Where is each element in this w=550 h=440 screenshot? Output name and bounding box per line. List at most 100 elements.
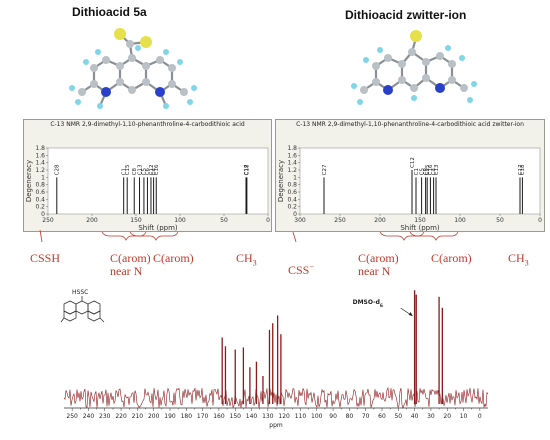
left-ytick-label: 0.4 xyxy=(35,196,45,203)
right-ytick-label: 0.8 xyxy=(287,182,297,189)
right-peak-label-C15: C15 xyxy=(425,164,431,175)
exp-xtick-label: 0 xyxy=(478,413,482,420)
cssh-pointer xyxy=(39,229,43,243)
exp-xtick-label: 140 xyxy=(246,413,258,420)
left-ytick-label: 1 xyxy=(41,174,45,181)
left-xtick-label: 50 xyxy=(220,217,228,224)
exp-xtick-label: 220 xyxy=(115,413,127,420)
left-peak-label-C28: C28 xyxy=(55,164,61,175)
right-peak-label-C5: C5 xyxy=(419,167,425,175)
label-near-n-text-2: near N xyxy=(358,264,391,278)
exp-xtick-label: 240 xyxy=(83,413,95,420)
left-peak-label-C6: C6 xyxy=(145,167,151,175)
label-ch3-right: CH3 xyxy=(508,252,529,269)
exp-xtick-label: 120 xyxy=(278,413,290,420)
right-molecule-image xyxy=(351,30,477,105)
exp-xtick-label: 180 xyxy=(181,413,193,420)
css-pointer xyxy=(292,231,297,243)
label-carom-text-1: C(arom) xyxy=(110,251,151,265)
left-peak-label-C5: C5 xyxy=(142,167,148,175)
left-peak-label-C8: C8 xyxy=(132,167,138,175)
left-xtick-label: 0 xyxy=(266,217,270,224)
right-xtick-label: 250 xyxy=(334,217,346,224)
left-peak-label-C4: C4 xyxy=(151,167,157,175)
right-ytick-label: 0.6 xyxy=(287,189,297,196)
exp-xaxis-title: ppm xyxy=(269,422,283,429)
exp-xtick-label: 60 xyxy=(378,413,386,420)
right-yaxis-title: Degeneracy xyxy=(277,160,285,202)
left-peak-label-C12: C12 xyxy=(149,164,155,175)
label-carom-left: C(arom) xyxy=(153,251,194,265)
structure-sketch: HSSC xyxy=(60,289,105,323)
right-molecule-atoms xyxy=(351,30,477,105)
exp-xtick-label: 210 xyxy=(132,413,144,420)
left-ytick-label: 0 xyxy=(41,211,45,218)
ch3-left-sub: 3 xyxy=(252,258,257,268)
left-peak-label-C17: C17 xyxy=(244,164,250,175)
right-ytick-label: 1.2 xyxy=(287,167,297,174)
right-xtick-label: 100 xyxy=(454,217,466,224)
right-peak-label-C17: C17 xyxy=(518,164,524,175)
left-panel-title: C-13 NMR 2,9-dimethyl-1,10-phenanthrolin… xyxy=(50,121,245,128)
exp-xtick-label: 170 xyxy=(197,413,209,420)
right-xtick-label: 50 xyxy=(496,217,504,224)
right-peak-label-C4: C4 xyxy=(431,167,437,175)
exp-xtick-label: 110 xyxy=(295,413,307,420)
right-ytick-label: 1.4 xyxy=(287,160,297,167)
left-spectrum-panel: C-13 NMR 2,9-dimethyl-1,10-phenanthrolin… xyxy=(23,119,272,232)
css-sup: − xyxy=(309,262,314,271)
left-xaxis-title: Shift (ppm) xyxy=(138,224,178,231)
exp-xtick-label: 10 xyxy=(460,413,468,420)
exp-xtick-label: 20 xyxy=(443,413,451,420)
right-peak-label-C13: C13 xyxy=(434,164,440,175)
right-ytick-label: 0.4 xyxy=(287,196,297,203)
right-xtick-label: 0 xyxy=(538,217,542,224)
left-peak-label-C13: C13 xyxy=(137,164,143,175)
exp-xtick-label: 160 xyxy=(213,413,225,420)
right-ytick-label: 1.6 xyxy=(287,152,297,159)
exp-xtick-label: 50 xyxy=(394,413,402,420)
css-text: CSS xyxy=(288,263,310,277)
exp-xtick-label: 70 xyxy=(362,413,370,420)
exp-xtick-label: 150 xyxy=(230,413,242,420)
left-ytick-label: 0.6 xyxy=(35,189,45,196)
right-peak-label-C16: C16 xyxy=(428,164,434,175)
right-xtick-label: 200 xyxy=(374,217,386,224)
bracket-arom-left xyxy=(129,231,179,241)
label-carom-near-n-left: C(arom) near N xyxy=(110,252,151,278)
right-spectrum-panel: C-13 NMR 2,9-dimethyl-1,10-phenanthrolin… xyxy=(275,119,545,232)
exp-xtick-label: 190 xyxy=(164,413,176,420)
exp-xtick-label: 80 xyxy=(346,413,354,420)
label-cssh: CSSH xyxy=(30,251,61,265)
right-peak-label-C18: C18 xyxy=(520,164,526,175)
right-plot-area xyxy=(299,147,541,215)
right-peak-label-C12: C12 xyxy=(410,157,416,168)
label-carom-text-2: C(arom) xyxy=(358,251,399,265)
label-ch3-left: CH3 xyxy=(236,252,257,269)
right-xaxis-title: Shift (ppm) xyxy=(400,224,440,231)
right-ytick-label: 0.2 xyxy=(287,204,297,211)
solvent-arrow-head xyxy=(408,312,413,316)
left-ytick-label: 0.8 xyxy=(35,182,45,189)
left-ytick-label: 0.2 xyxy=(35,204,45,211)
exp-xtick-label: 250 xyxy=(66,413,78,420)
right-ytick-label: 1 xyxy=(293,174,297,181)
left-ytick-label: 1.2 xyxy=(35,167,45,174)
left-xtick-label: 200 xyxy=(86,217,98,224)
exp-xtick-label: 90 xyxy=(329,413,337,420)
right-panel-title: C-13 NMR 2,9-dimethyl-1,10-phenanthrolin… xyxy=(296,121,524,128)
label-carom-near-n-right: C(arom) near N xyxy=(358,252,399,278)
solvent-label-sub: 6 xyxy=(380,303,383,309)
left-ytick-label: 1.6 xyxy=(35,152,45,159)
right-peak-label-C1: C1 xyxy=(414,168,420,175)
right-xtick-label: 300 xyxy=(294,217,306,224)
right-ytick-label: 1.8 xyxy=(287,145,297,152)
left-molecule-image xyxy=(69,28,197,109)
exp-xtick-label: 100 xyxy=(311,413,323,420)
right-ytick-label: 0 xyxy=(293,211,297,218)
right-peak-label-C27: C27 xyxy=(322,164,328,175)
left-plot-area xyxy=(47,147,269,215)
left-xtick-label: 250 xyxy=(42,217,54,224)
left-xtick-label: 100 xyxy=(174,217,186,224)
